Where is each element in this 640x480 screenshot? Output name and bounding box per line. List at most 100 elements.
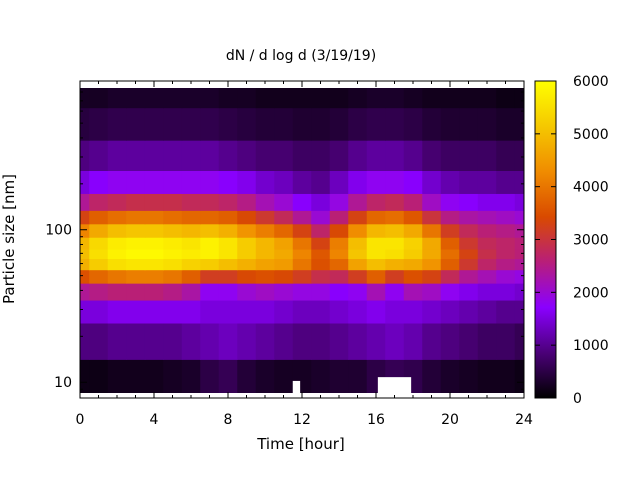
heatmap-cell <box>311 322 331 360</box>
heatmap-cell <box>80 258 90 271</box>
heatmap-cell <box>89 359 109 393</box>
heatmap-cell <box>477 193 497 211</box>
heatmap-cell <box>274 299 294 324</box>
heatmap-cell <box>237 223 257 238</box>
heatmap-cell <box>459 107 479 141</box>
heatmap-cell <box>292 210 312 225</box>
heatmap-cell <box>237 140 257 171</box>
heatmap-cell <box>311 170 331 194</box>
heatmap-cell <box>181 299 201 324</box>
heatmap-cell <box>385 269 405 284</box>
heatmap-cell <box>459 223 479 238</box>
heatmap-cell <box>514 322 524 360</box>
heatmap-cell <box>80 359 90 393</box>
heatmap-cell <box>366 322 386 360</box>
heatmap-cell <box>274 210 294 225</box>
colorbar-tick-label: 0 <box>573 391 582 407</box>
heatmap-cell <box>496 223 516 238</box>
heatmap-cell <box>181 359 201 393</box>
heatmap-cell <box>477 140 497 171</box>
heatmap-cell <box>89 107 109 141</box>
heatmap-cell <box>126 140 146 171</box>
heatmap-cell <box>422 258 442 271</box>
heatmap-cell <box>274 237 294 250</box>
heatmap-cell <box>311 299 331 324</box>
heatmap-cell <box>163 107 183 141</box>
heatmap-cell <box>200 193 220 211</box>
heatmap-cell <box>385 170 405 194</box>
heatmap-cell <box>496 193 516 211</box>
heatmap-cell <box>144 283 164 301</box>
heatmap-cell <box>80 283 90 301</box>
heatmap-cell <box>292 269 312 284</box>
heatmap-cell <box>292 322 312 360</box>
heatmap-cell <box>459 283 479 301</box>
heatmap-cell <box>459 299 479 324</box>
y-axis-ticks: 10 100 <box>45 91 524 391</box>
heatmap-cell <box>255 170 275 194</box>
heatmap-cell <box>163 283 183 301</box>
heatmap-cell <box>80 88 90 109</box>
heatmap-cell <box>237 210 257 225</box>
heatmap-cell <box>403 269 423 284</box>
heatmap-cell <box>107 269 127 284</box>
heatmap-cell <box>422 237 442 250</box>
heatmap-cell <box>311 210 331 225</box>
heatmap-cell <box>348 88 368 109</box>
heatmap-cell <box>107 223 127 238</box>
heatmap-cell <box>274 223 294 238</box>
x-tick-label: 4 <box>150 412 159 428</box>
heatmap-cell <box>348 359 368 393</box>
heatmap-cell <box>255 193 275 211</box>
heatmap-cell <box>237 170 257 194</box>
heatmap-cell <box>366 140 386 171</box>
heatmap-cell <box>496 170 516 194</box>
heatmap-cell <box>514 237 524 250</box>
heatmap-cell <box>255 210 275 225</box>
heatmap-cell <box>477 283 497 301</box>
heatmap-cell <box>422 283 442 301</box>
heatmap-cell <box>126 237 146 250</box>
heatmap-cell <box>496 210 516 225</box>
heatmap-cell <box>514 170 524 194</box>
heatmap-cell <box>200 170 220 194</box>
heatmap-cell <box>144 193 164 211</box>
heatmap-cell <box>366 258 386 271</box>
heatmap-cell <box>311 283 331 301</box>
heatmap-cell <box>440 223 460 238</box>
heatmap-cell <box>255 299 275 324</box>
heatmap-cell <box>80 140 90 171</box>
heatmap-cell <box>181 248 201 260</box>
heatmap-cell <box>385 88 405 109</box>
heatmap-cell <box>311 107 331 141</box>
heatmap-cell <box>237 269 257 284</box>
heatmap-cell <box>329 107 349 141</box>
heatmap-cell <box>329 88 349 109</box>
heatmap-cell <box>200 359 220 393</box>
heatmap-cell <box>385 223 405 238</box>
heatmap-cell <box>440 107 460 141</box>
heatmap-cell <box>107 140 127 171</box>
heatmap-cell <box>163 269 183 284</box>
heatmap-cell <box>385 322 405 360</box>
heatmap-cell <box>126 258 146 271</box>
heatmap-cell <box>218 283 238 301</box>
colorbar-tick-label: 4000 <box>573 180 609 196</box>
heatmap-cell <box>440 269 460 284</box>
heatmap-cell <box>107 193 127 211</box>
heatmap-cell <box>200 140 220 171</box>
heatmap-cell <box>274 107 294 141</box>
heatmap-cell <box>514 248 524 260</box>
heatmap-cell <box>366 223 386 238</box>
heatmap-cell <box>422 193 442 211</box>
heatmap-cell <box>348 193 368 211</box>
heatmap-cell <box>311 237 331 250</box>
heatmap-cell <box>514 283 524 301</box>
heatmap-cell <box>440 210 460 225</box>
heatmap-cell <box>366 88 386 109</box>
heatmap-cell <box>348 299 368 324</box>
heatmap-cell <box>514 269 524 284</box>
heatmap-cell <box>255 107 275 141</box>
heatmap-cell <box>144 258 164 271</box>
heatmap-cell <box>477 299 497 324</box>
